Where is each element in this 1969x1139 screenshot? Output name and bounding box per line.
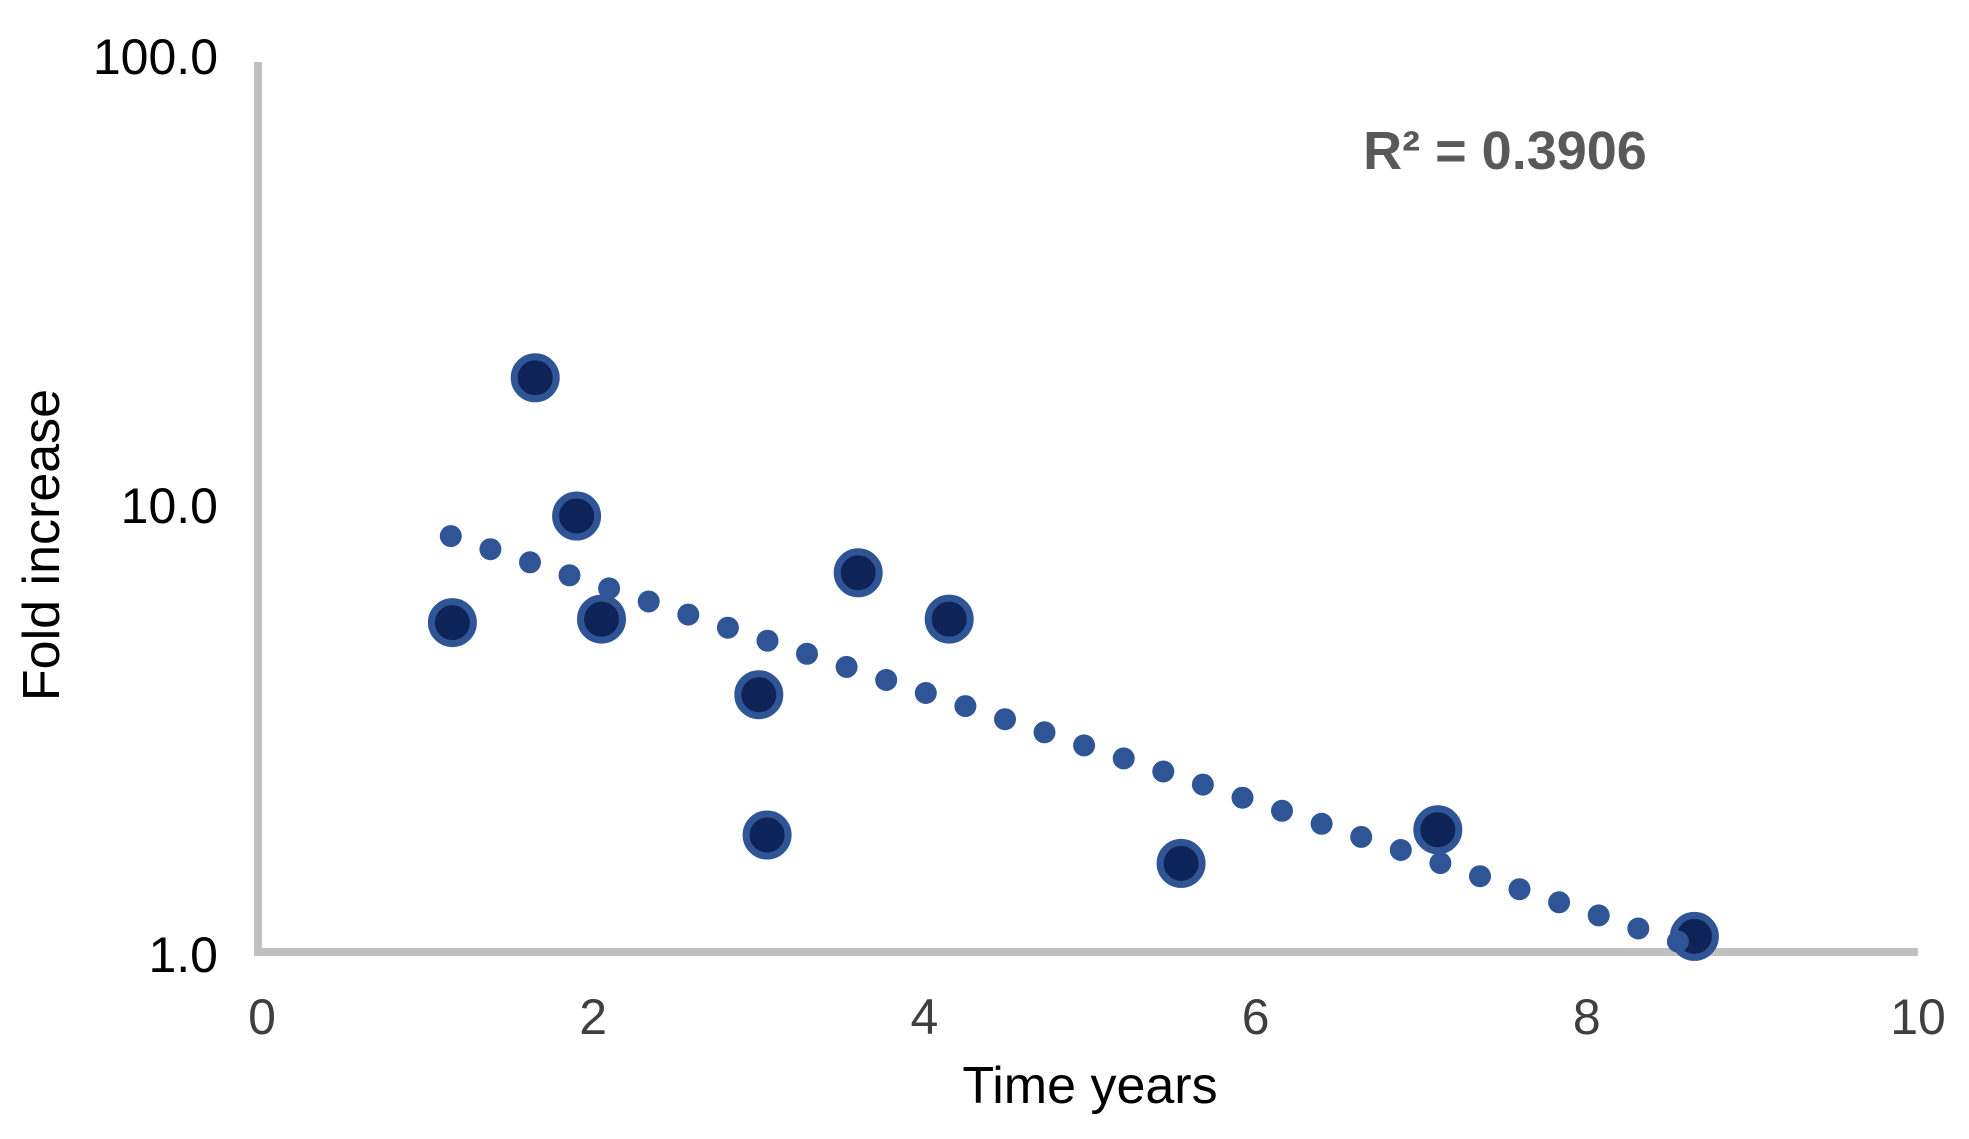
trendline-dot xyxy=(1271,799,1293,822)
trendline-dot xyxy=(1548,891,1571,914)
trendline-dot xyxy=(1191,773,1214,796)
trendline-dot xyxy=(796,642,818,665)
scatter-series xyxy=(427,353,1719,961)
trendline-dot xyxy=(1152,760,1175,783)
scatter-point xyxy=(833,548,883,598)
trendline-dot xyxy=(1033,721,1056,744)
trendline-dot xyxy=(598,577,621,600)
trendline-dot xyxy=(1508,878,1531,901)
scatter-point xyxy=(1413,805,1463,855)
trendline-dot xyxy=(954,695,977,718)
trendline-dot xyxy=(439,525,462,548)
y-axis-line xyxy=(254,62,262,956)
trendline-dot xyxy=(1587,904,1610,927)
trendline-dot xyxy=(875,669,898,691)
x-axis-line xyxy=(254,948,1918,956)
scatter-point xyxy=(734,670,784,720)
trendline-dot xyxy=(914,682,937,704)
trendline-dot xyxy=(1627,917,1650,940)
trendline-dot xyxy=(1429,852,1452,875)
axes xyxy=(254,62,1918,956)
trendline-dot xyxy=(1389,839,1412,861)
scatter-point xyxy=(552,491,602,541)
trendline-dot xyxy=(1231,786,1254,809)
trendline-dot xyxy=(558,564,581,587)
trendline-dot xyxy=(1112,747,1135,770)
trendline-dot xyxy=(637,590,660,613)
trendline-dot xyxy=(994,708,1016,731)
trendline-dot xyxy=(716,616,739,639)
scatter-point xyxy=(924,594,974,644)
scatter-point xyxy=(427,598,477,648)
trendline-dot xyxy=(1310,812,1333,835)
trendline-dot xyxy=(1350,825,1373,848)
trendline-dot xyxy=(835,655,858,678)
scatter-point xyxy=(1156,838,1206,888)
trendline-dot xyxy=(1666,930,1689,953)
trendline-dot xyxy=(756,629,779,652)
trendline-dot xyxy=(677,603,700,626)
trendline-dot xyxy=(1073,734,1096,757)
trendline-dotted xyxy=(439,525,1689,953)
scatter-point xyxy=(577,594,626,644)
trendline-dot xyxy=(1469,865,1491,888)
trendline-dot xyxy=(479,538,502,561)
scatter-point xyxy=(510,353,560,403)
scatter-point xyxy=(742,810,792,860)
trendline-dot xyxy=(519,551,541,574)
